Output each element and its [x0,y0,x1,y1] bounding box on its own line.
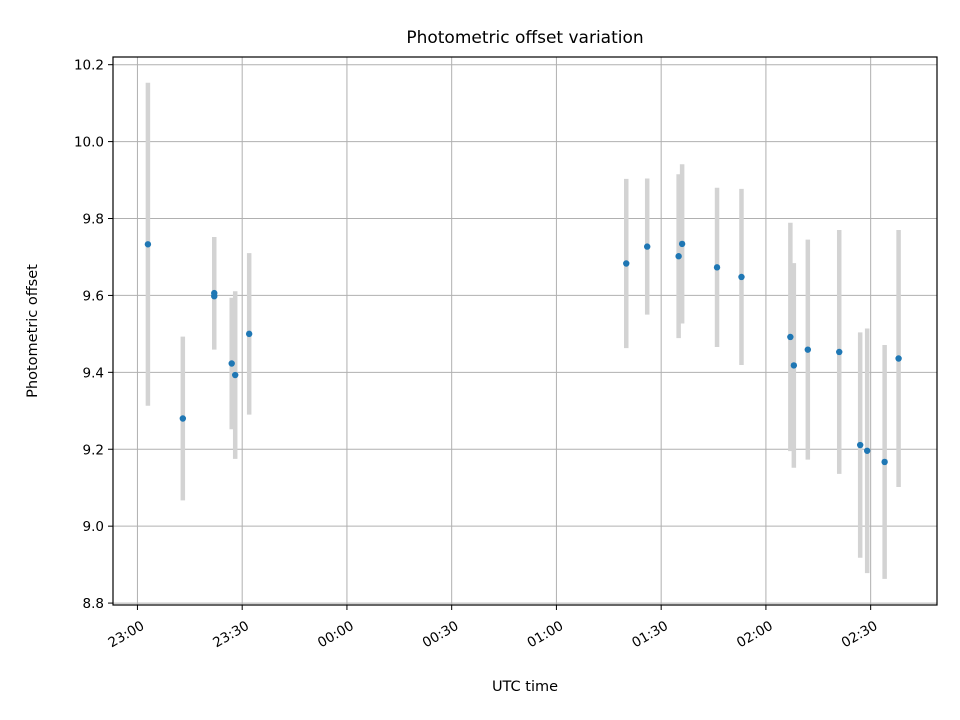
y-tick-label: 9.4 [83,365,104,381]
data-point [790,362,798,369]
data-point [245,330,253,338]
data-point [211,289,218,297]
data-point [144,241,152,248]
chart-title: Photometric offset variation [406,28,643,48]
data-point [644,243,651,250]
data-point [228,360,235,367]
y-axis: 8.8 9.0 9.2 9.4 9.6 9.8 10.0 10.2 [74,58,113,612]
data-point [836,348,843,356]
data-point [787,333,794,341]
y-tick-label: 9.0 [83,519,104,535]
y-tick-label: 9.8 [83,212,104,228]
y-axis-title: Photometric offset [25,264,41,398]
data-point [713,264,721,271]
data-point [863,447,871,454]
data-point [881,458,888,466]
data-points [144,240,902,466]
y-tick-label: 8.8 [83,596,104,612]
data-point [856,441,864,449]
data-point [675,253,682,260]
data-point [804,346,812,353]
data-point [232,371,239,379]
data-point [623,260,630,267]
y-tick-label: 9.2 [83,442,104,458]
data-point [738,273,745,281]
y-tick-label: 10.0 [74,135,104,151]
y-tick-label: 9.6 [83,288,104,304]
data-point [179,415,187,422]
data-point [678,240,686,248]
plot-frame [112,56,938,606]
y-tick-label: 10.2 [74,58,104,74]
x-axis-title: UTC time [492,679,558,695]
data-point [895,355,902,362]
